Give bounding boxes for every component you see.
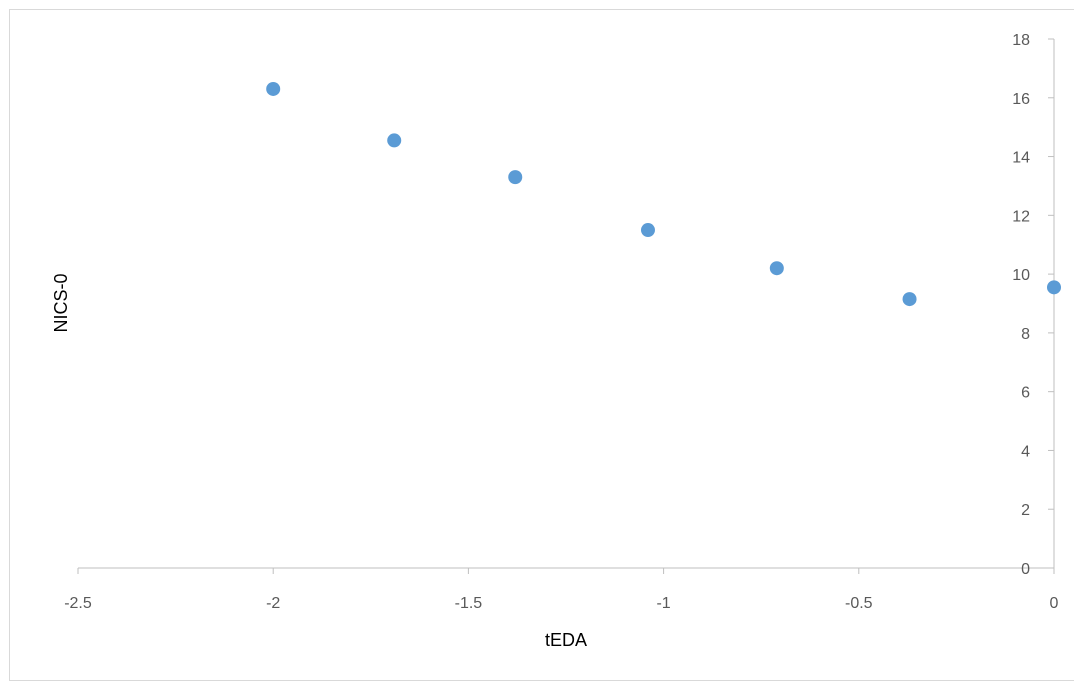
y-tick-label: 18 bbox=[1012, 32, 1030, 49]
x-axis-title: tEDA bbox=[545, 630, 587, 650]
y-axis-ticks: 0 2 4 6 8 10 12 14 16 18 bbox=[1012, 32, 1054, 578]
x-tick-label: 0 bbox=[1050, 595, 1059, 612]
x-tick-label: -1 bbox=[656, 595, 670, 612]
y-tick-label: 12 bbox=[1012, 208, 1030, 225]
x-tick-label: -0.5 bbox=[845, 595, 873, 612]
data-point bbox=[640, 223, 655, 238]
x-tick-label: -2.5 bbox=[64, 595, 92, 612]
y-tick-label: 14 bbox=[1012, 150, 1030, 167]
y-tick-label: 2 bbox=[1021, 502, 1030, 519]
x-tick-label: -1.5 bbox=[455, 595, 483, 612]
data-point bbox=[902, 292, 917, 307]
y-axis-title: NICS-0 bbox=[51, 273, 71, 332]
y-tick-label: 6 bbox=[1021, 385, 1030, 402]
data-point bbox=[387, 133, 402, 148]
data-point bbox=[266, 81, 281, 96]
y-tick-label: 4 bbox=[1021, 443, 1030, 460]
data-point bbox=[508, 170, 523, 185]
x-axis-ticks: -2.5 -2 -1.5 -1 -0.5 0 bbox=[64, 568, 1059, 612]
axes bbox=[78, 39, 1055, 569]
y-tick-label: 0 bbox=[1021, 561, 1030, 578]
y-tick-label: 8 bbox=[1021, 326, 1030, 343]
y-tick-label: 10 bbox=[1012, 267, 1030, 284]
x-tick-label: -2 bbox=[266, 595, 280, 612]
data-point bbox=[769, 261, 784, 276]
data-point bbox=[1047, 280, 1061, 295]
y-tick-label: 16 bbox=[1012, 91, 1030, 108]
data-points bbox=[266, 81, 1061, 307]
